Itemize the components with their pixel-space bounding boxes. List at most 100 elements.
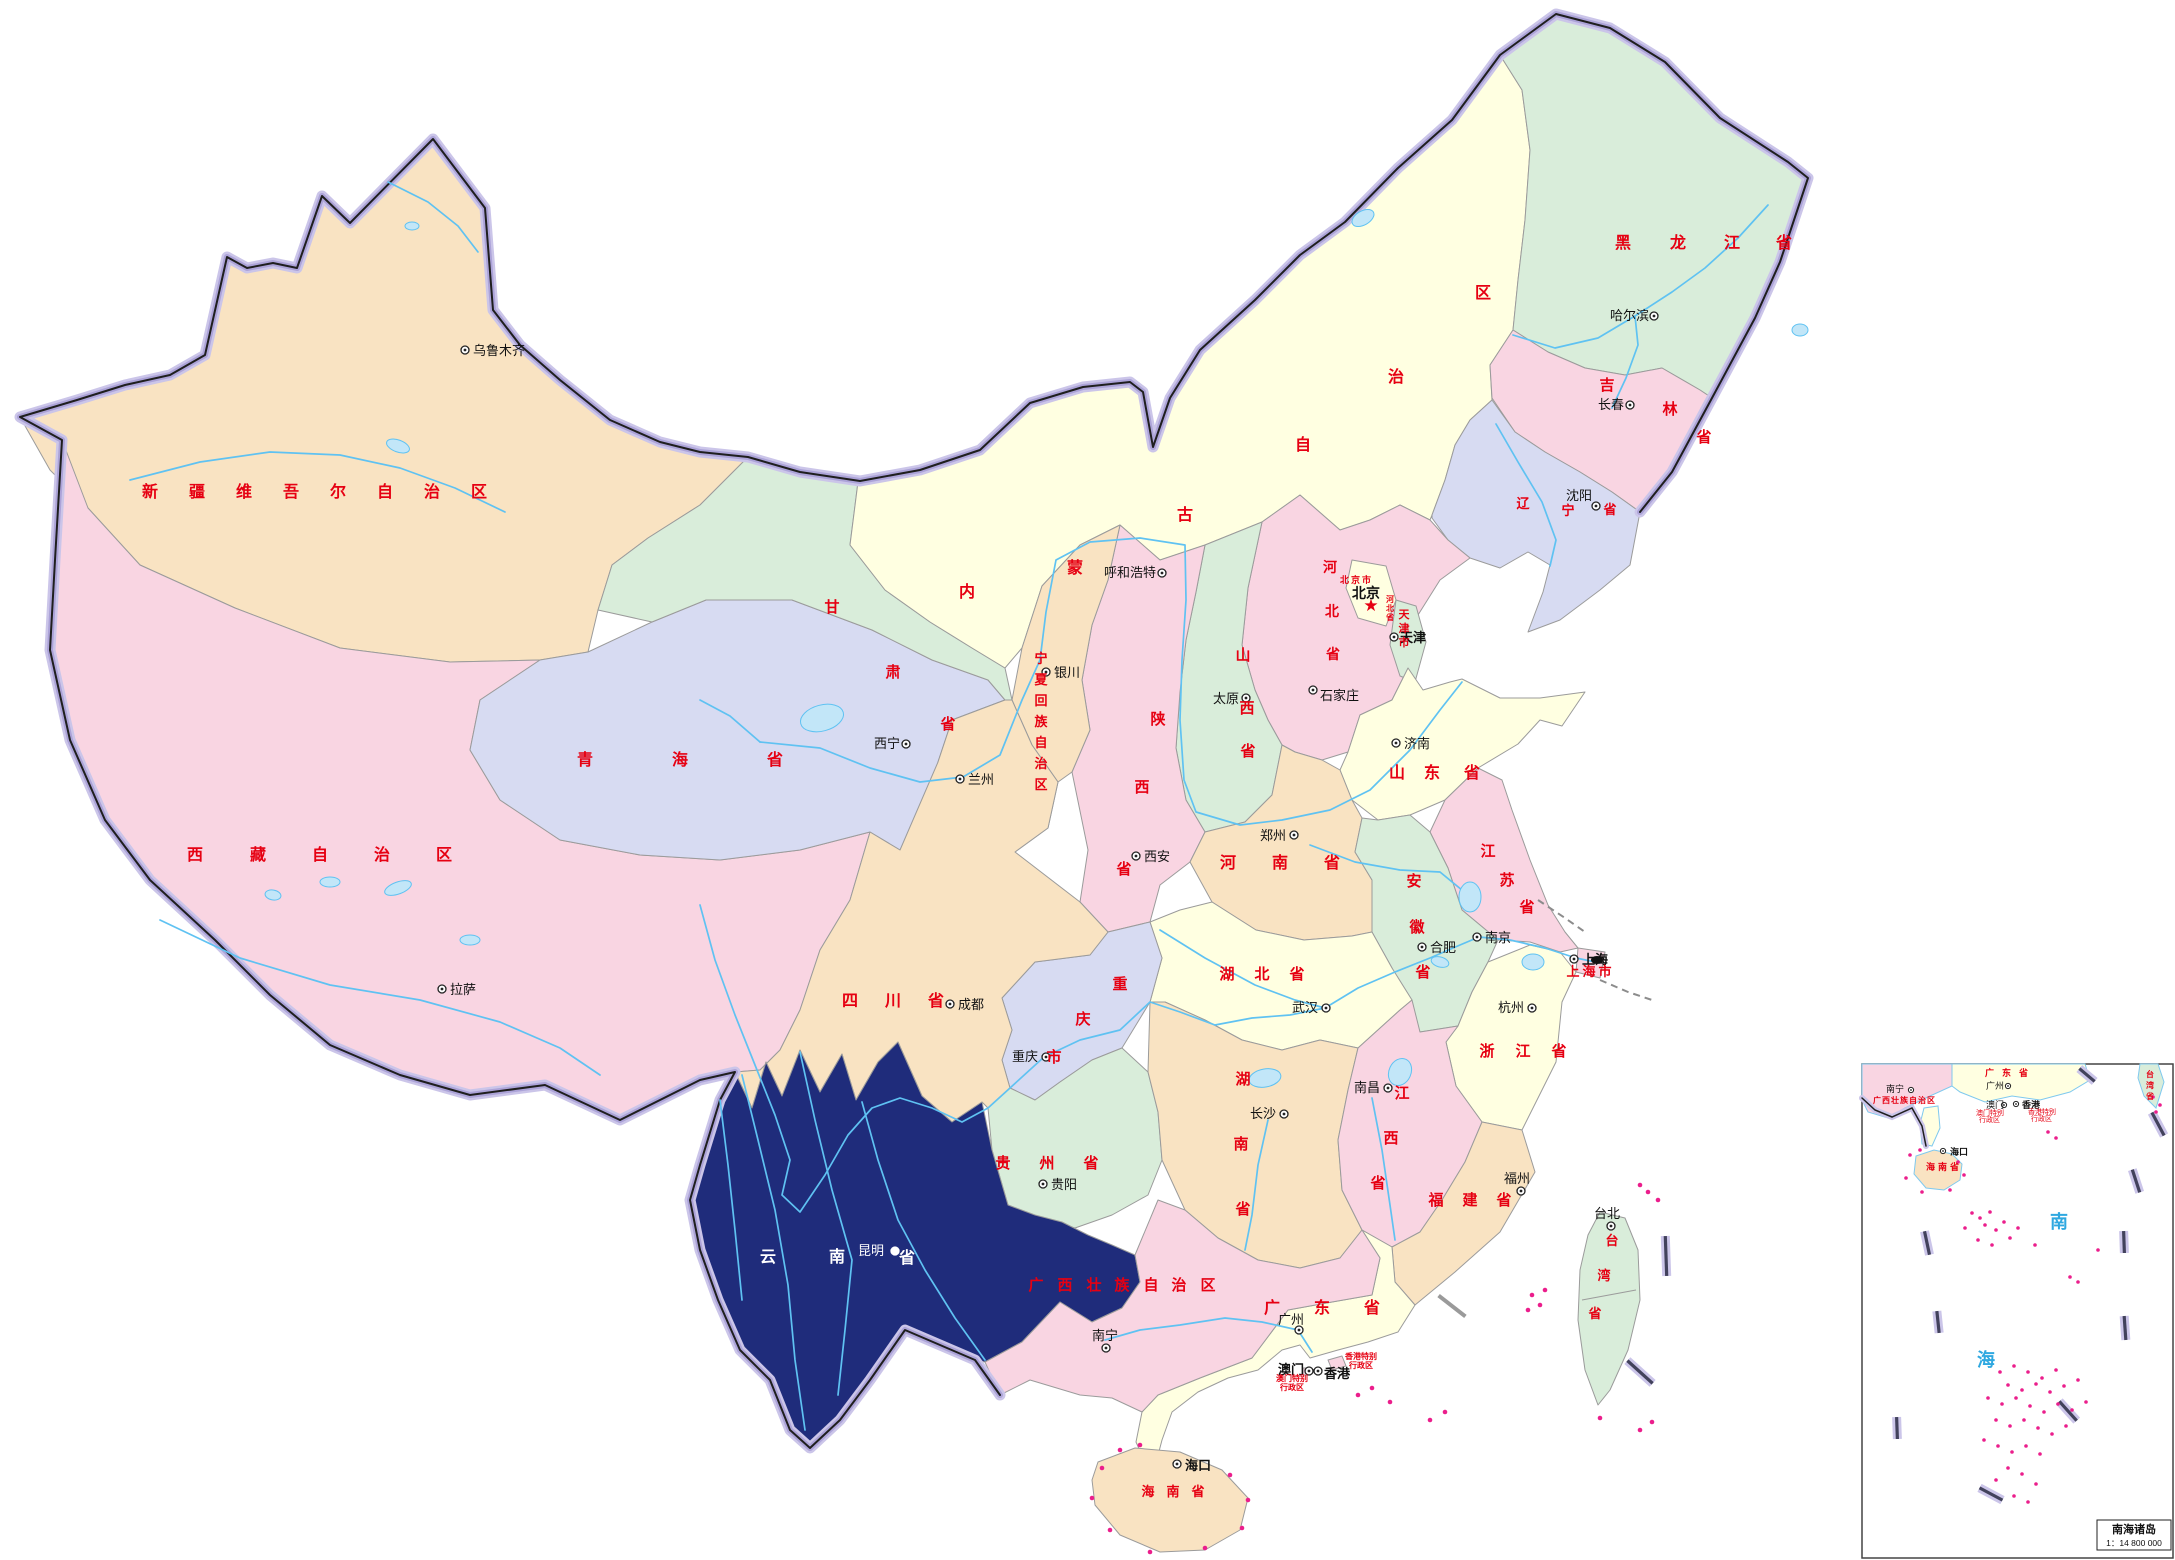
city-marker-dot <box>1519 1189 1523 1193</box>
province-label-shaanxi: 陕 <box>1150 710 1165 728</box>
inset-title: 南海诸岛 <box>2112 1522 2156 1536</box>
province-label-neimenggu: 蒙 <box>1067 558 1083 577</box>
province-label-xinjiang: 维 <box>236 482 252 501</box>
province-label-guangxi: 壮 <box>1086 1276 1101 1294</box>
inset-national-border <box>1861 1097 1927 1147</box>
city-label-武汉: 武汉 <box>1292 1000 1318 1015</box>
province-label-guangdong: 广 <box>1264 1298 1280 1317</box>
province-label-zhejiang: 江 <box>1515 1042 1530 1060</box>
island-dot <box>1597 1415 1603 1421</box>
inset-hk-sar-1: 香港特别 <box>2028 1107 2056 1116</box>
province-label-liaoning: 宁 <box>1561 503 1574 518</box>
inset-island-dot <box>2158 1103 2162 1107</box>
province-liaoning[interactable] <box>1431 399 1641 633</box>
inset-guangzhou: 广州 <box>1986 1080 2004 1091</box>
province-label-gansu: 甘 <box>824 598 839 616</box>
province-label-neimenggu: 内 <box>959 582 975 601</box>
province-taiwan[interactable] <box>1577 1211 1641 1406</box>
province-label-jilin: 吉 <box>1599 376 1614 394</box>
island-dot <box>1107 1527 1113 1533</box>
province-guangxi[interactable] <box>984 1199 1381 1413</box>
micro-label-tianjin-shi: 市 <box>1399 635 1410 649</box>
inset-frame <box>1861 1063 2174 1559</box>
city-marker-dot <box>1044 1055 1048 1059</box>
island-dot <box>1649 1419 1655 1425</box>
city-marker-dot <box>893 1249 897 1253</box>
river <box>699 699 761 743</box>
micro-label-hebei-micro: 省 <box>1385 612 1394 622</box>
river <box>387 181 479 253</box>
boundary-dash <box>2130 1169 2142 1193</box>
inset-island-dot <box>1996 1444 2000 1448</box>
island-dot <box>1099 1465 1105 1471</box>
province-label-guangxi: 西 <box>1057 1277 1072 1294</box>
province-label-heilongjiang: 江 <box>1724 234 1740 252</box>
island-dot <box>1655 1197 1661 1203</box>
inset-island-dot <box>1994 1228 1998 1232</box>
province-label-xizang: 自 <box>312 845 328 864</box>
island-dots-layer <box>1089 1182 1661 1555</box>
province-label-gansu: 肃 <box>885 663 900 681</box>
province-label-xinjiang: 治 <box>424 482 440 501</box>
province-label-guangxi: 广 <box>1028 1276 1043 1294</box>
boundary-dash <box>1978 1486 2004 1502</box>
city-label-合肥: 合肥 <box>1430 940 1456 955</box>
province-beijing[interactable] <box>1345 559 1397 627</box>
inset-taiwan <box>2137 1063 2165 1109</box>
lake <box>1387 1057 1413 1087</box>
province-label-jiangxi: 西 <box>1383 1130 1398 1147</box>
boundary-dash <box>2078 1067 2096 1083</box>
national-border-line <box>19 13 1809 1449</box>
province-label-xizang: 西 <box>187 846 203 864</box>
island-dot <box>1369 1385 1375 1391</box>
inset-island-dot <box>2006 1466 2010 1470</box>
micro-label-hk-sar-1: 香港特别 <box>1344 1351 1377 1361</box>
inset-island-dot <box>2022 1418 2026 1422</box>
river <box>741 1074 806 1431</box>
lake <box>1458 881 1482 913</box>
inset-island-dot <box>1904 1176 1908 1180</box>
inset-haikou: 海口 <box>1950 1146 1968 1157</box>
inset-island-dot <box>1918 1148 1922 1152</box>
province-label-hunan: 南 <box>1233 1135 1248 1153</box>
city-label-乌鲁木齐: 乌鲁木齐 <box>473 343 525 358</box>
province-label-xinjiang: 疆 <box>189 483 205 501</box>
province-label-xizang: 藏 <box>250 845 266 864</box>
inset-island-dot <box>1982 1438 1986 1442</box>
province-label-hainan: 省 <box>1190 1484 1204 1499</box>
province-heilongjiang[interactable] <box>1499 13 1809 399</box>
province-label-henan: 南 <box>1272 853 1288 872</box>
city-label-广州: 广州 <box>1278 1312 1304 1327</box>
inset-island-dot <box>2084 1400 2088 1404</box>
province-label-liaoning: 辽 <box>1516 496 1530 511</box>
province-label-shandong: 省 <box>1463 763 1480 782</box>
province-label-qinghai: 省 <box>766 750 783 769</box>
province-shanghai[interactable] <box>1575 947 1606 979</box>
city-label-西安: 西安 <box>1144 849 1170 864</box>
inset-island-dot <box>1956 1160 1960 1164</box>
island-dot <box>1245 1497 1251 1503</box>
inset-island-dot <box>2042 1410 2046 1414</box>
lake <box>404 221 420 231</box>
internal-line <box>1581 1289 1637 1301</box>
province-hongkong[interactable] <box>1327 1355 1347 1371</box>
city-label-沈阳: 沈阳 <box>1566 488 1592 503</box>
city-label-南京: 南京 <box>1485 930 1511 945</box>
inset-island-dot <box>2000 1402 2004 1406</box>
city-marker-dot <box>1392 635 1396 639</box>
province-label-taiwan: 台 <box>1605 1233 1618 1248</box>
province-label-jiangxi: 省 <box>1369 1174 1385 1192</box>
city-label-海口: 海口 <box>1185 1458 1211 1473</box>
province-hainan[interactable] <box>1091 1447 1249 1553</box>
river <box>1495 423 1557 567</box>
province-label-jilin: 省 <box>1695 428 1711 446</box>
city-marker-dot <box>948 1002 952 1006</box>
city-label-贵阳: 贵阳 <box>1051 1177 1077 1192</box>
inset-island-dot <box>2076 1280 2080 1284</box>
river <box>1244 1119 1269 1251</box>
city-marker-dot <box>958 777 962 781</box>
inset-island-dot <box>2036 1426 2040 1430</box>
inset-nan: 南 <box>2050 1211 2068 1232</box>
inset-island-dot <box>2008 1424 2012 1428</box>
inset-hai: 海 <box>1977 1349 1995 1370</box>
